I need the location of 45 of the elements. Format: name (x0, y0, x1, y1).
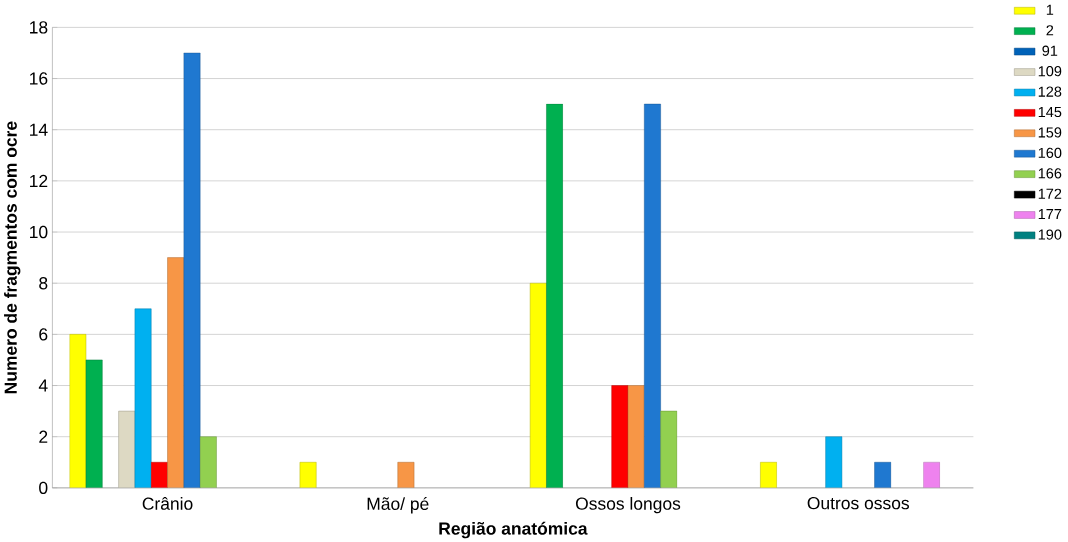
legend-label: 1 (1046, 4, 1054, 15)
bar (167, 257, 185, 488)
legend-label: 160 (1038, 147, 1062, 158)
bar (299, 461, 317, 488)
bar (529, 282, 547, 488)
x-tick-label: Outros ossos (807, 496, 909, 510)
y-tick-label: 16 (30, 72, 48, 85)
bar (644, 103, 661, 488)
y-tick-label: 18 (30, 21, 48, 34)
bar (546, 103, 564, 488)
bar (134, 308, 152, 488)
legend-label: 109 (1038, 65, 1062, 77)
bar (183, 52, 201, 488)
bar (611, 385, 629, 488)
legend-label: 190 (1038, 229, 1062, 240)
bar (85, 359, 103, 488)
x-axis-title: Região anatómica (439, 521, 588, 539)
bar (69, 333, 87, 488)
y-axis-title: Numero de fragmentos com ocre (4, 121, 21, 394)
bar (660, 410, 678, 488)
y-tick-label: 2 (39, 430, 48, 443)
legend-label: 145 (1038, 106, 1062, 117)
y-tick-label: 12 (30, 174, 48, 187)
legend-label: 159 (1038, 127, 1062, 138)
legend-label: 177 (1038, 208, 1062, 219)
legend-label: 166 (1038, 168, 1062, 179)
y-tick-label: 6 (39, 328, 48, 341)
legend-label: 172 (1038, 188, 1062, 199)
y-tick-label: 8 (39, 276, 48, 290)
legend-label: 128 (1038, 86, 1062, 97)
legend-label: 91 (1042, 45, 1058, 56)
x-tick-label: Ossos longos (575, 496, 681, 514)
bar (150, 461, 168, 488)
bar (760, 461, 777, 488)
y-tick-label: 0 (39, 481, 48, 494)
y-tick-label: 4 (38, 379, 48, 392)
bar (199, 436, 217, 488)
y-tick-label: 10 (30, 225, 48, 239)
x-tick-label: Mão/ pé (367, 496, 429, 514)
bar (397, 461, 415, 488)
bar (627, 385, 645, 488)
y-tick-label: 14 (30, 123, 48, 136)
bar (825, 436, 843, 488)
x-tick-label: Crânio (142, 496, 193, 510)
legend-label: 2 (1046, 25, 1054, 36)
